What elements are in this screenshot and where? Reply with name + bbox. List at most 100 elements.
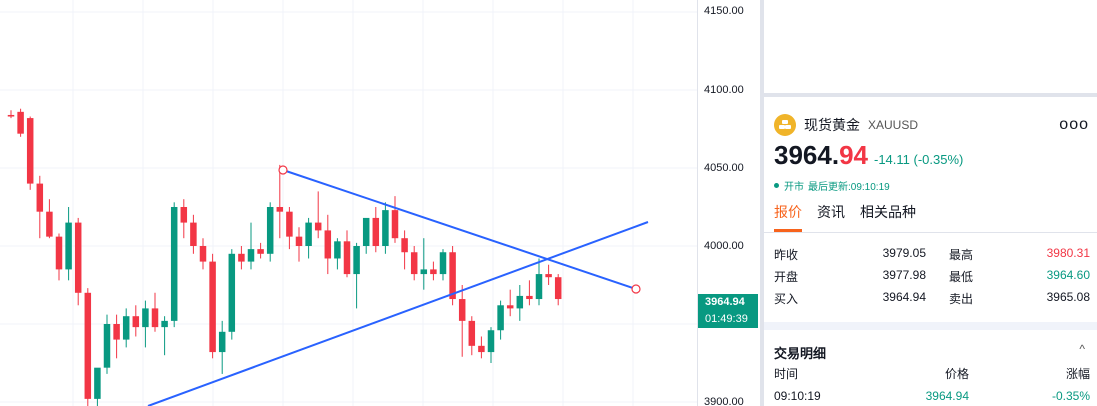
price-tick-label: 4000.00 (704, 240, 744, 252)
price-tick-label: 4150.00 (704, 5, 744, 17)
candle-body (362, 217, 370, 246)
candle-body (372, 217, 380, 246)
candle-body (228, 253, 236, 332)
candle-body (122, 316, 130, 340)
tab-related[interactable]: 相关品种 (860, 204, 916, 220)
trendline-anchor-point (278, 165, 288, 175)
candle-body (487, 330, 495, 353)
candle-body (353, 246, 360, 275)
candle-body (545, 274, 552, 278)
candle-body (458, 299, 466, 321)
quote-panel: 现货黄金 XAUUSD ooo 3964. 94 -14.11 (-0.35%)… (764, 0, 1097, 406)
chart-area[interactable] (0, 0, 697, 406)
candle-body (382, 210, 389, 246)
quote-label: 最高 (949, 248, 974, 262)
candle-body (94, 367, 101, 399)
candle-body (247, 249, 255, 262)
symbol-header: 现货黄金 XAUUSD ooo (774, 114, 1089, 136)
candle-body (554, 277, 562, 300)
panel-divider[interactable] (760, 0, 764, 406)
candle-body (65, 222, 72, 270)
symbol-code: XAUUSD (868, 118, 919, 132)
quote-label: 买入 (774, 292, 799, 306)
candle-body (497, 305, 504, 331)
candle-body (391, 210, 399, 239)
candle-body (286, 211, 293, 237)
chevron-up-icon[interactable]: ^ (1079, 342, 1085, 356)
candle-body (142, 308, 149, 328)
candle-body (113, 324, 120, 340)
section-separator (764, 322, 1097, 330)
candle-body (151, 308, 159, 328)
candle-body (74, 222, 82, 293)
candle-body (266, 207, 274, 254)
panel-blank-area (764, 0, 1097, 93)
candle-body (132, 316, 140, 328)
candle-body (468, 320, 476, 346)
candle-body (218, 331, 226, 353)
trade-time: 09:10:19 (774, 389, 821, 403)
candle-body (420, 269, 428, 275)
candle-body (430, 269, 437, 275)
candle-body (314, 222, 322, 231)
trade-header-time: 时间 (774, 367, 799, 381)
candle-body (7, 114, 15, 117)
candle-body (170, 207, 178, 321)
candle-body (401, 238, 408, 253)
candle-body (305, 222, 312, 246)
status-dot-icon (774, 182, 779, 188)
trade-price: 3964.94 (925, 389, 969, 403)
candlestick-chart[interactable] (0, 0, 697, 406)
candle-body (257, 249, 264, 254)
quote-row: 昨收 3979.05 最高 3980.31 (774, 246, 1090, 266)
candle-body (238, 253, 245, 262)
candle-body (526, 295, 533, 300)
candle-body (55, 236, 63, 270)
price-scale[interactable]: 4150.00 4100.00 4050.00 4000.00 3900.00 … (697, 0, 760, 406)
more-options-icon[interactable]: ooo (1059, 116, 1089, 133)
last-update-time: 最后更新:09:10:19 (808, 181, 890, 193)
symbol-name: 现货黄金 (804, 117, 860, 133)
candle-body (103, 324, 111, 368)
price-decimal: 94 (839, 140, 868, 170)
gold-bars-icon (774, 114, 796, 136)
candle-body (161, 320, 168, 328)
candle-body (478, 345, 485, 353)
panel-separator (764, 93, 1097, 97)
candle-body (17, 111, 24, 134)
quote-value: 3977.98 (882, 268, 926, 282)
candle-body (180, 207, 188, 223)
candle-body (324, 230, 332, 259)
candle-body (516, 295, 524, 309)
trade-header-price: 价格 (944, 367, 969, 381)
market-status: 开市 (784, 181, 804, 193)
quote-label: 最低 (949, 270, 974, 284)
trendline-lower (147, 221, 649, 406)
candle-body (276, 207, 284, 212)
candle-body (506, 305, 514, 309)
quote-value: 3979.05 (882, 246, 926, 260)
trendline-upper (282, 169, 637, 290)
tab-news[interactable]: 资讯 (817, 204, 845, 220)
trade-details-title: 交易明细 (774, 346, 827, 361)
quote-row: 买入 3964.94 卖出 3965.08 (774, 290, 1090, 310)
candle-body (449, 252, 456, 300)
quote-label: 开盘 (774, 270, 799, 284)
market-status-row: 开市 最后更新:09:10:19 (774, 178, 1089, 193)
tab-quote[interactable]: 报价 (774, 202, 802, 232)
trade-header-change: 涨幅 (1065, 367, 1090, 381)
quote-label: 昨收 (774, 248, 799, 262)
quote-value: 3964.60 (1046, 268, 1090, 282)
candle-body (209, 261, 216, 353)
candle-body (295, 236, 303, 246)
quote-value: 3964.94 (882, 290, 926, 304)
price-change: -14.11 (-0.35%) (874, 152, 964, 167)
countdown-tag: 01:49:39 (698, 311, 758, 328)
quote-value: 3980.31 (1046, 246, 1090, 260)
trade-change: -0.35% (1051, 389, 1090, 403)
candle-body (439, 252, 447, 275)
candle-body (334, 241, 341, 259)
candle-body (84, 292, 92, 399)
candle-body (46, 211, 53, 237)
quote-row: 开盘 3977.98 最低 3964.60 (774, 268, 1090, 288)
